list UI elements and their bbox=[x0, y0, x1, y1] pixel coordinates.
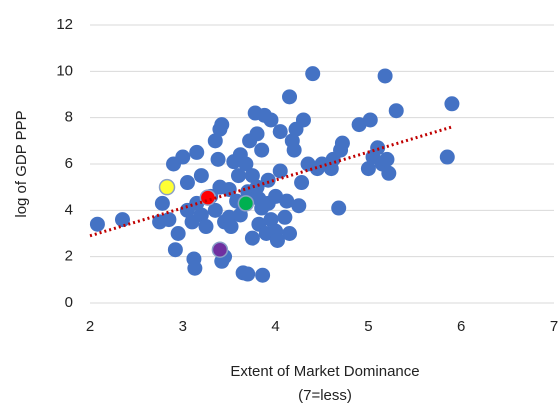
point bbox=[210, 151, 226, 167]
point bbox=[305, 66, 321, 82]
point bbox=[199, 189, 217, 206]
point bbox=[207, 133, 223, 149]
point bbox=[263, 212, 279, 228]
point bbox=[240, 266, 256, 282]
point bbox=[211, 241, 229, 258]
y-tick-label: 4 bbox=[65, 201, 73, 218]
point bbox=[214, 117, 230, 133]
point bbox=[238, 156, 254, 172]
point bbox=[193, 207, 209, 223]
x-tick-label: 2 bbox=[86, 318, 94, 335]
point bbox=[282, 89, 298, 105]
point bbox=[277, 209, 293, 225]
point bbox=[189, 144, 205, 160]
point bbox=[244, 230, 260, 246]
point bbox=[272, 163, 288, 179]
point bbox=[255, 267, 271, 283]
x-tick-label: 4 bbox=[271, 318, 279, 335]
x-tick-label: 6 bbox=[457, 318, 465, 335]
point bbox=[161, 212, 177, 228]
x-axis-label: (7=less) bbox=[298, 387, 352, 404]
point bbox=[254, 142, 270, 158]
point bbox=[360, 161, 376, 177]
point bbox=[223, 219, 239, 235]
point bbox=[286, 142, 302, 158]
point bbox=[114, 212, 130, 228]
x-tick-label: 5 bbox=[364, 318, 372, 335]
point bbox=[154, 195, 170, 211]
point bbox=[249, 179, 265, 195]
point bbox=[167, 242, 183, 258]
point bbox=[175, 149, 191, 165]
point bbox=[282, 226, 298, 241]
point bbox=[381, 165, 397, 181]
point bbox=[279, 193, 295, 209]
y-tick-label: 2 bbox=[65, 248, 73, 265]
x-tick-label: 3 bbox=[179, 318, 187, 335]
point bbox=[89, 216, 105, 232]
point bbox=[158, 178, 176, 196]
point bbox=[207, 202, 223, 218]
x-axis-label: Extent of Market Dominance bbox=[230, 363, 419, 380]
point bbox=[291, 198, 307, 214]
point bbox=[444, 96, 460, 112]
point bbox=[187, 260, 203, 276]
point bbox=[249, 126, 265, 142]
point bbox=[193, 168, 209, 184]
point bbox=[362, 112, 378, 128]
point bbox=[294, 175, 310, 191]
point bbox=[269, 232, 285, 248]
point bbox=[230, 168, 246, 184]
point bbox=[379, 151, 395, 167]
point bbox=[377, 68, 393, 84]
point bbox=[388, 103, 404, 119]
y-tick-label: 10 bbox=[56, 62, 73, 79]
point bbox=[439, 149, 455, 165]
point bbox=[295, 112, 311, 128]
point bbox=[272, 124, 288, 140]
point bbox=[221, 181, 237, 197]
point bbox=[198, 219, 214, 235]
point bbox=[179, 175, 195, 191]
y-tick-label: 6 bbox=[65, 155, 73, 172]
point bbox=[237, 195, 255, 212]
point bbox=[170, 226, 186, 241]
point bbox=[331, 200, 347, 216]
y-tick-label: 0 bbox=[65, 294, 73, 311]
y-axis-label: log of GDP PPP bbox=[13, 110, 30, 217]
point bbox=[244, 168, 260, 184]
x-tick-label: 7 bbox=[550, 318, 558, 335]
point bbox=[334, 135, 350, 151]
y-tick-label: 12 bbox=[56, 16, 73, 33]
point bbox=[263, 112, 279, 128]
y-tick-label: 8 bbox=[65, 109, 73, 126]
